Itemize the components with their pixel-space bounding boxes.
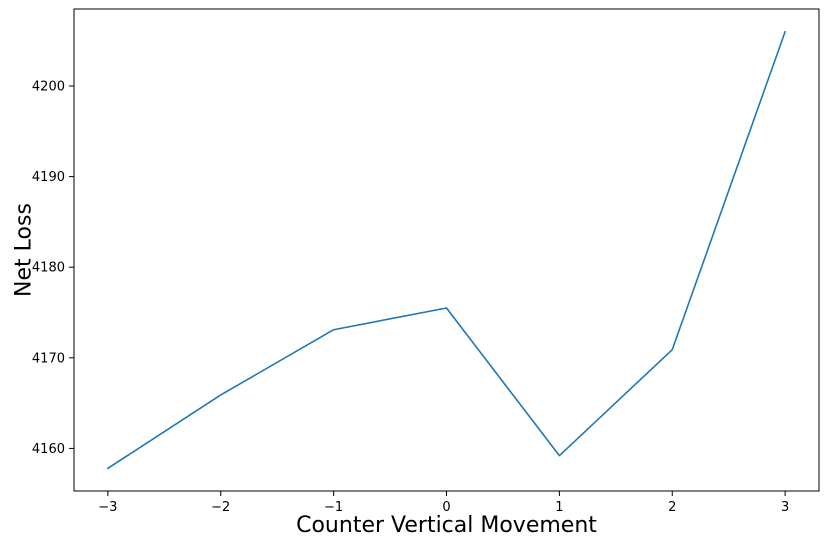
y-tick-label: 4190 [32, 170, 65, 185]
x-tick-label: −2 [211, 500, 230, 515]
y-tick-label: 4180 [32, 261, 65, 276]
plot-area [107, 30, 786, 470]
x-tick-label: 0 [442, 500, 450, 515]
x-tick-label: 3 [781, 500, 789, 515]
y-tick-label: 4200 [32, 80, 65, 95]
series-line [107, 30, 786, 470]
y-axis-label: Net Loss [12, 203, 37, 297]
x-tick-label: −1 [324, 500, 343, 515]
x-tick-label: −3 [98, 500, 117, 515]
axis-ticks: −3 −2 −1 0 1 2 3 4160 4170 4180 4190 4200 [32, 80, 789, 515]
x-tick-label: 2 [668, 500, 676, 515]
x-axis-label: Counter Vertical Movement [296, 513, 597, 538]
y-tick-label: 4160 [32, 442, 65, 457]
y-tick-label: 4170 [32, 351, 65, 366]
x-tick-label: 1 [555, 500, 563, 515]
axes-frame [73, 8, 820, 492]
